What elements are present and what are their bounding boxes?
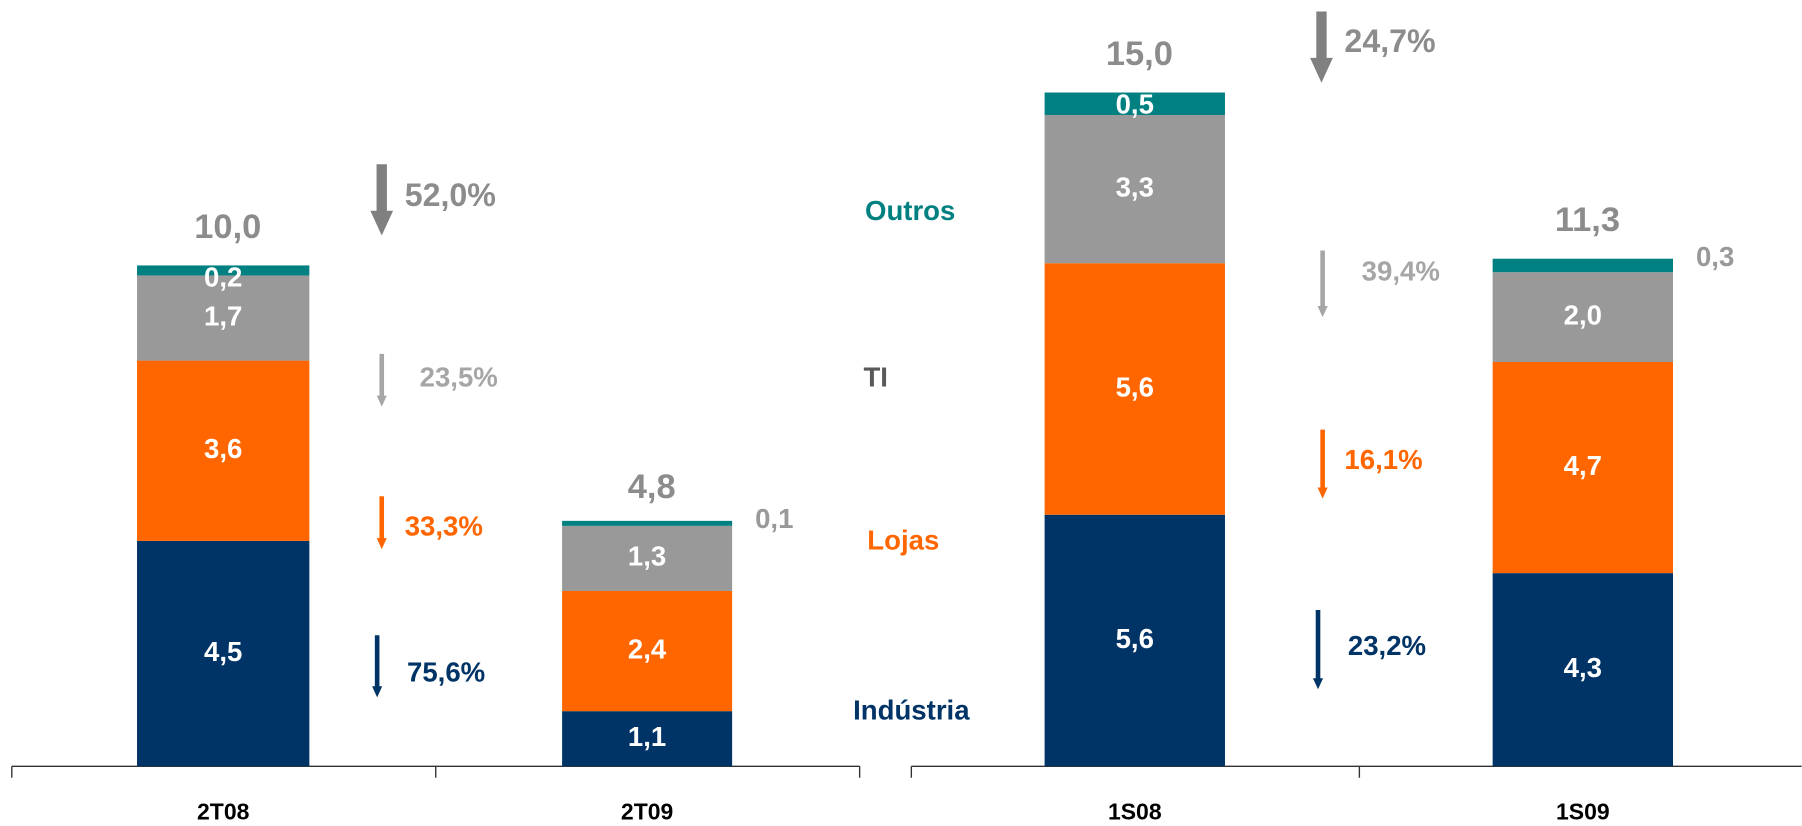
- data-label: 4,5: [204, 636, 242, 667]
- bar-segment: [1044, 92, 1225, 115]
- data-label: 5,6: [1116, 371, 1154, 402]
- arrow: [1310, 11, 1333, 83]
- data-label: 4,3: [1564, 652, 1602, 683]
- bar-segment: [562, 520, 733, 526]
- change-label: 23,5%: [420, 361, 498, 392]
- arrow: [1317, 429, 1328, 499]
- arrow: [376, 353, 387, 407]
- bar-segment: [137, 265, 310, 276]
- bar-segment: [1044, 114, 1225, 264]
- bar-segment: [137, 275, 310, 361]
- legend-label: Lojas: [867, 525, 939, 556]
- x-tick-label: 1S09: [1556, 798, 1610, 824]
- arrow: [376, 496, 387, 550]
- data-label: 1,1: [628, 721, 666, 752]
- data-label: 4,7: [1564, 450, 1602, 481]
- bar-segment: [562, 590, 733, 712]
- total-change: 24,7%: [1344, 23, 1435, 59]
- data-label: 0,3: [1696, 241, 1734, 272]
- data-label: 0,2: [204, 262, 242, 293]
- total-label: 10,0: [194, 208, 261, 246]
- x-tick-label: 2T08: [197, 798, 250, 824]
- change-label: 39,4%: [1362, 256, 1440, 287]
- legend-label: TI: [863, 361, 888, 392]
- bar-segment: [562, 711, 733, 767]
- data-label: 1,3: [628, 541, 666, 572]
- legend-label: Indústria: [853, 695, 970, 726]
- x-tick-label: 1S08: [1108, 798, 1162, 824]
- legend-label: Outros: [865, 195, 955, 226]
- arrow: [1312, 610, 1324, 690]
- change-label: 33,3%: [405, 511, 483, 542]
- data-label: 2,4: [628, 633, 667, 664]
- data-label: 0,1: [755, 503, 793, 534]
- bar-segment: [1492, 272, 1674, 363]
- data-label: 1,7: [204, 300, 242, 331]
- data-label: 3,3: [1116, 171, 1154, 202]
- bar-segment: [137, 360, 310, 541]
- data-label: 3,6: [204, 433, 242, 464]
- arrow: [1317, 250, 1328, 318]
- bar-segment: [1044, 514, 1225, 767]
- total-label: 11,3: [1555, 201, 1620, 239]
- bar-segment: [1492, 573, 1674, 767]
- bar-segment: [562, 525, 733, 591]
- bar-segment: [1492, 258, 1674, 273]
- change-label: 75,6%: [407, 657, 485, 688]
- bar-segment: [1044, 263, 1225, 515]
- total-label: 4,8: [628, 468, 676, 506]
- arrow: [370, 164, 394, 236]
- data-label: 0,5: [1116, 89, 1154, 120]
- change-label: 23,2%: [1348, 630, 1426, 661]
- data-label: 5,6: [1116, 623, 1154, 654]
- x-tick-label: 2T09: [621, 798, 673, 824]
- arrow: [372, 635, 383, 698]
- total-label: 15,0: [1106, 35, 1173, 73]
- data-label: 2,0: [1564, 299, 1602, 330]
- bar-segment: [137, 540, 310, 767]
- change-label: 16,1%: [1344, 444, 1422, 475]
- total-change: 52,0%: [405, 177, 496, 213]
- bar-segment: [1492, 362, 1674, 574]
